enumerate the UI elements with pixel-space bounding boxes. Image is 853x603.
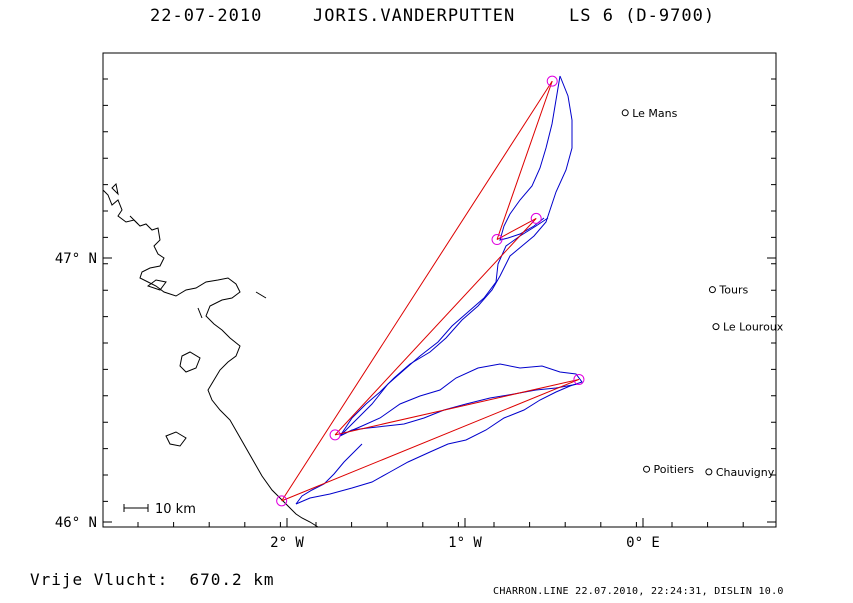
track-segment xyxy=(339,217,549,437)
task-leg xyxy=(281,80,553,502)
track-segment xyxy=(339,75,573,437)
header: 22-07-2010 JORIS.VANDERPUTTEN LS 6 (D-97… xyxy=(0,6,853,34)
task-leg xyxy=(496,80,553,240)
turnpoint-circle xyxy=(546,75,558,87)
city-label: Le Mans xyxy=(632,107,677,120)
credit-line: CHARRON.LINE 22.07.2010, 22:24:31, DISLI… xyxy=(493,586,784,597)
track-segment xyxy=(295,443,363,505)
track-segment xyxy=(499,75,561,241)
distance-label: Vrije Vlucht: xyxy=(30,570,169,589)
city-label: Poitiers xyxy=(654,463,695,476)
city-label: Le Louroux xyxy=(723,321,784,334)
coastline-segment xyxy=(255,291,267,299)
city-marker xyxy=(643,465,651,473)
turnpoint-circle xyxy=(573,373,585,385)
distance-summary: Vrije Vlucht: 670.2 km xyxy=(30,570,275,589)
turnpoint-circle xyxy=(530,212,542,224)
task-leg xyxy=(334,218,537,436)
cities: Le Mans Tours Le Louroux Poitiers Chauvigny xyxy=(621,107,784,479)
coastline-segment xyxy=(165,431,187,447)
axis-ticks xyxy=(103,78,776,527)
city-label: Chauvigny xyxy=(716,466,775,479)
lon-label: 2° W xyxy=(270,535,304,551)
city-marker xyxy=(621,109,629,117)
lon-label: 1° W xyxy=(448,535,482,551)
map-frame xyxy=(102,52,777,528)
scale-label: 10 km xyxy=(155,502,196,517)
coastline-segment xyxy=(197,307,203,319)
turnpoint-circle xyxy=(276,495,288,507)
distance-value: 670.2 km xyxy=(189,570,275,589)
task-leg xyxy=(281,378,580,502)
lat-label: 47° N xyxy=(55,251,97,267)
coastline xyxy=(102,182,319,528)
coastline-segment xyxy=(146,279,167,291)
task-leg xyxy=(334,378,580,436)
tick-marks xyxy=(103,78,776,527)
coastline-segment xyxy=(179,351,201,373)
city-marker xyxy=(712,323,720,331)
flight-track xyxy=(295,75,583,505)
task-leg xyxy=(496,217,537,240)
city-marker xyxy=(708,286,716,294)
coastline-segment xyxy=(129,215,139,225)
turnpoint-circle xyxy=(491,234,503,246)
turnpoints xyxy=(276,75,585,507)
lon-label: 0° E xyxy=(626,535,660,551)
city-label: Tours xyxy=(718,284,748,297)
lat-label: 46° N xyxy=(55,515,97,531)
city-marker xyxy=(705,468,713,476)
flight-date: 22-07-2010 xyxy=(150,6,263,26)
turnpoint-circle xyxy=(329,429,341,441)
coastline-segment xyxy=(111,182,119,196)
glider-type: LS 6 (D-9700) xyxy=(569,6,716,26)
coastline-segment xyxy=(102,189,319,528)
track-segment xyxy=(295,363,583,505)
pilot-name: JORIS.VANDERPUTTEN xyxy=(313,6,516,26)
axis-labels: 47° N 46° N 2° W 1° W 0° E xyxy=(55,251,660,551)
scale-bar: 10 km xyxy=(123,502,196,517)
task-lines xyxy=(281,80,580,502)
